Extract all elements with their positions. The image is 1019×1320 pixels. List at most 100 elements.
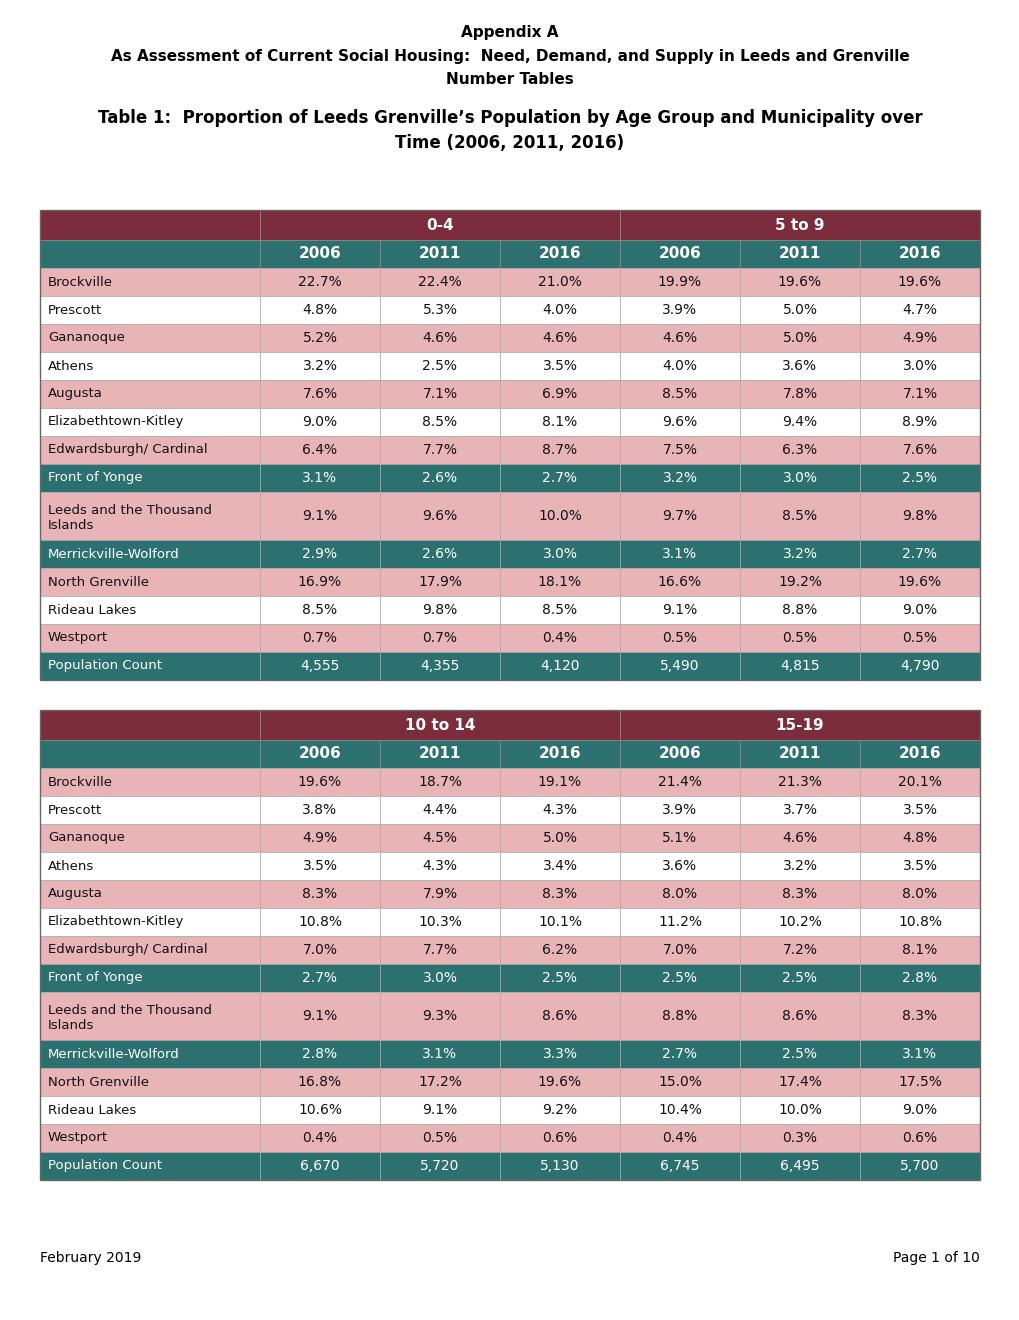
Bar [859,1068,979,1096]
Bar [739,1152,859,1180]
Bar [499,1040,620,1068]
Bar [859,323,979,352]
Bar [40,768,260,796]
Text: 4.9%: 4.9% [303,832,337,845]
Bar [620,768,739,796]
Bar [859,796,979,824]
Bar [859,624,979,652]
Text: 3.5%: 3.5% [303,859,337,873]
Bar [499,768,620,796]
Text: 8.3%: 8.3% [902,1008,936,1023]
Text: 4.6%: 4.6% [661,331,697,345]
Text: 5,130: 5,130 [540,1159,579,1173]
Bar [739,824,859,851]
Text: 9.1%: 9.1% [302,510,337,523]
Bar [620,741,739,768]
Bar [40,465,260,492]
Text: 10.2%: 10.2% [777,915,821,929]
Text: 3.9%: 3.9% [661,803,697,817]
Text: Prescott: Prescott [48,304,102,317]
Bar [739,268,859,296]
Text: 18.1%: 18.1% [537,576,582,589]
Bar [739,296,859,323]
Bar [739,652,859,680]
Text: 2016: 2016 [898,747,941,762]
Text: 2.5%: 2.5% [782,1047,816,1061]
Bar [380,465,499,492]
Text: Edwardsburgh/ Cardinal: Edwardsburgh/ Cardinal [48,944,208,957]
Text: 8.0%: 8.0% [661,887,697,902]
Text: 2.8%: 2.8% [902,972,936,985]
Bar [620,1125,739,1152]
Bar [499,993,620,1040]
Text: Gananoque: Gananoque [48,832,124,845]
Text: 21.4%: 21.4% [657,775,701,789]
Bar [739,851,859,880]
Text: 8.3%: 8.3% [782,887,817,902]
Text: 6.4%: 6.4% [303,444,337,457]
Bar [859,597,979,624]
Bar [739,936,859,964]
Bar [260,880,380,908]
Bar [620,465,739,492]
Bar [499,1068,620,1096]
Bar [380,380,499,408]
Text: 7.0%: 7.0% [662,942,697,957]
Bar [620,323,739,352]
Text: 2.5%: 2.5% [542,972,577,985]
Text: 2.6%: 2.6% [422,546,458,561]
Text: 5,720: 5,720 [420,1159,460,1173]
Text: Brockville: Brockville [48,276,113,289]
Bar [380,540,499,568]
Text: 9.3%: 9.3% [422,1008,458,1023]
Bar [260,268,380,296]
Bar [40,436,260,465]
Bar [380,1125,499,1152]
Text: 9.1%: 9.1% [422,1104,458,1117]
Text: Leeds and the Thousand: Leeds and the Thousand [48,1003,212,1016]
Bar [40,296,260,323]
Bar [620,851,739,880]
Text: 2.8%: 2.8% [303,1047,337,1061]
Bar [620,210,979,240]
Bar [40,851,260,880]
Text: Augusta: Augusta [48,887,103,900]
Text: 3.2%: 3.2% [782,859,816,873]
Bar [739,568,859,597]
Text: 5.2%: 5.2% [303,331,337,345]
Bar [260,540,380,568]
Text: 3.6%: 3.6% [661,859,697,873]
Bar [620,993,739,1040]
Text: 8.1%: 8.1% [902,942,936,957]
Bar [620,880,739,908]
Bar [260,1068,380,1096]
Bar [620,408,739,436]
Text: Population Count: Population Count [48,660,162,672]
Bar [739,1125,859,1152]
Bar [260,741,380,768]
Bar [40,652,260,680]
Bar [739,880,859,908]
Text: 4.8%: 4.8% [902,832,936,845]
Bar [739,964,859,993]
Bar [499,436,620,465]
Bar [499,323,620,352]
Bar [380,964,499,993]
Bar [739,768,859,796]
Text: 6.9%: 6.9% [542,387,577,401]
Text: 2011: 2011 [779,247,820,261]
Text: 4,555: 4,555 [300,659,339,673]
Text: 17.4%: 17.4% [777,1074,821,1089]
Text: 4.7%: 4.7% [902,304,936,317]
Text: 4.9%: 4.9% [902,331,936,345]
Bar [380,652,499,680]
Text: 8.9%: 8.9% [902,414,936,429]
Bar [260,964,380,993]
Text: 9.8%: 9.8% [422,603,458,616]
Bar [859,568,979,597]
Text: Westport: Westport [48,631,108,644]
Text: North Grenville: North Grenville [48,576,149,589]
Bar [739,492,859,540]
Bar [499,240,620,268]
Bar [739,465,859,492]
